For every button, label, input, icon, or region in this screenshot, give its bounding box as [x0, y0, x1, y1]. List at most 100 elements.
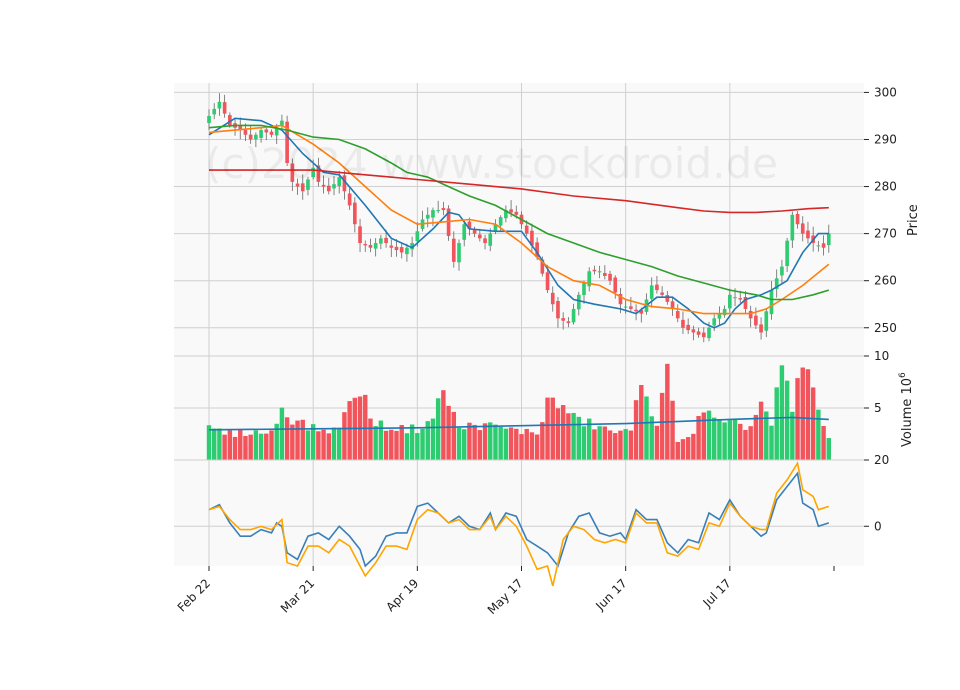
candle-body	[321, 184, 326, 187]
volume-bar	[430, 418, 436, 460]
candle-body	[655, 284, 659, 291]
candle-body	[618, 293, 623, 305]
volume-bar	[576, 416, 582, 460]
volume-bar	[753, 414, 759, 460]
volume-bar	[310, 424, 316, 460]
volume-bar	[238, 429, 243, 460]
volume-bar	[534, 434, 540, 460]
volume-bar	[498, 426, 503, 460]
candle-body	[613, 277, 618, 293]
volume-bar	[300, 419, 305, 460]
volume-bar	[211, 428, 217, 460]
candle-body	[665, 295, 670, 302]
volume-bar	[784, 380, 790, 460]
volume-bar	[451, 411, 457, 460]
volume-bar	[258, 433, 264, 460]
candle-body	[576, 294, 581, 310]
candle-body	[290, 163, 295, 182]
candle-body	[212, 108, 217, 115]
volume-bar	[665, 363, 670, 460]
volume-bar	[373, 426, 378, 460]
volume-bar	[701, 412, 707, 460]
price-panel: 250 260 270 280 290 300	[174, 83, 897, 356]
volume-bar	[800, 367, 805, 460]
x-tick-label: Jul 17	[700, 576, 734, 610]
candle-body	[550, 292, 555, 305]
volume-bar	[680, 439, 686, 460]
volume-bar	[232, 436, 238, 460]
volume-bar	[342, 412, 347, 460]
x-tick-label: Mar 21	[278, 576, 317, 615]
price-panel-background	[174, 83, 864, 356]
volume-bar	[378, 420, 384, 460]
candle-body	[738, 298, 743, 300]
candle-body	[790, 214, 795, 241]
volume-bar	[467, 422, 472, 460]
volume-bar	[779, 365, 785, 460]
volume-axis-tick-label: 5	[874, 401, 882, 415]
volume-axis-label-exponent: 6	[898, 372, 908, 378]
candle-body	[306, 179, 310, 190]
candle-body	[467, 221, 472, 229]
volume-bar	[758, 401, 764, 460]
candle-body	[264, 129, 269, 133]
volume-bar	[675, 441, 680, 460]
candle-body	[608, 273, 612, 281]
indicator-line	[208, 461, 830, 587]
volume-bar	[389, 429, 394, 460]
candle-body	[353, 202, 357, 225]
candle-body	[670, 301, 675, 309]
candle-body	[269, 131, 274, 135]
candle-body	[358, 226, 362, 244]
candle-body	[514, 211, 519, 215]
candle-body	[681, 319, 685, 328]
volume-bar	[321, 429, 326, 460]
volume-bar	[571, 412, 576, 460]
volume-bar	[217, 428, 222, 460]
candle-body	[248, 134, 253, 140]
volume-bar	[816, 409, 821, 460]
volume-bar	[592, 429, 597, 460]
volume-bar	[649, 416, 654, 460]
candle-body	[675, 311, 680, 319]
volume-bar	[461, 429, 467, 460]
price-axis-label: Price	[906, 204, 921, 236]
candle-body	[774, 278, 779, 289]
volume-bar	[508, 427, 514, 460]
candle-body	[285, 121, 289, 164]
candle-body	[394, 246, 399, 251]
volume-bar	[514, 428, 519, 460]
volume-bar	[482, 423, 488, 460]
price-axis-tick-label: 270	[874, 227, 897, 241]
candle-body	[722, 308, 727, 316]
price-axis-tick-label: 300	[874, 85, 897, 99]
candle-body	[634, 309, 638, 312]
candle-body	[478, 234, 482, 239]
volume-bar	[727, 420, 733, 460]
candle-body	[379, 238, 383, 244]
volume-bar	[540, 422, 545, 460]
volume-bar	[336, 427, 342, 460]
candle-body	[337, 177, 342, 186]
candle-body	[597, 271, 602, 273]
price-axis-tick-label: 280	[874, 180, 897, 194]
candle-body	[754, 315, 758, 326]
volume-bar	[441, 390, 446, 460]
candle-body	[326, 185, 331, 192]
volume-bar	[764, 411, 769, 460]
candle-body	[535, 242, 539, 258]
candle-body	[524, 225, 529, 234]
volume-bar	[456, 427, 462, 460]
volume-bar	[503, 428, 509, 460]
candle-body	[816, 245, 821, 247]
volume-bar	[566, 413, 571, 460]
candle-body	[686, 324, 690, 331]
volume-bar	[409, 424, 415, 460]
candle-body	[566, 321, 571, 324]
candle-body	[415, 231, 420, 242]
candle-body	[509, 209, 513, 213]
volume-bar	[581, 426, 587, 460]
candle-body	[785, 240, 789, 267]
volume-bar	[805, 369, 811, 460]
